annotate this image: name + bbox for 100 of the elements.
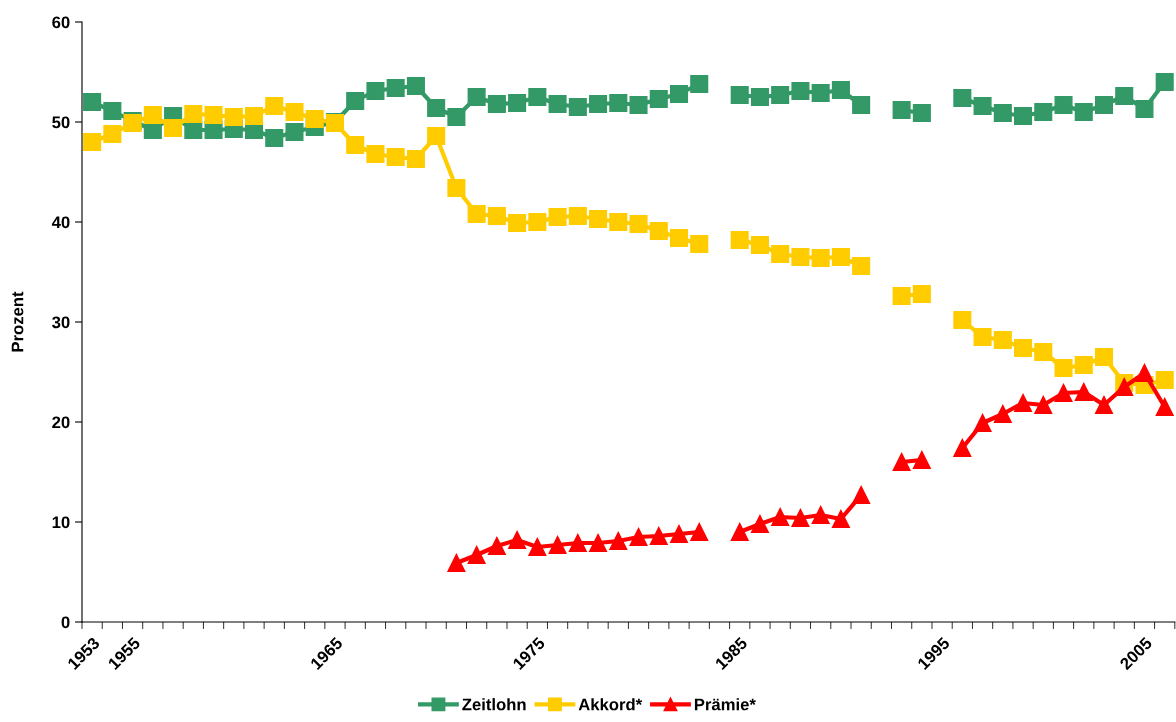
legend-label: Prämie*: [694, 698, 756, 711]
y-tick-label: 30: [52, 316, 70, 329]
point: [305, 109, 324, 129]
point: [771, 85, 790, 105]
point: [1074, 382, 1093, 402]
point: [467, 204, 486, 224]
point: [244, 106, 264, 126]
point: [548, 94, 567, 114]
point: [285, 122, 304, 142]
point: [649, 221, 668, 241]
point: [629, 527, 648, 547]
point: [1135, 99, 1154, 119]
point: [467, 545, 486, 565]
point: [1115, 86, 1134, 106]
point: [649, 89, 668, 109]
point: [771, 507, 790, 527]
point: [589, 533, 608, 553]
point: [1155, 397, 1174, 417]
point: [103, 124, 122, 144]
point: [427, 126, 446, 146]
point: [1054, 383, 1073, 403]
point: [265, 96, 284, 116]
point: [467, 87, 486, 107]
point: [1115, 377, 1134, 397]
point: [1074, 355, 1093, 375]
point: [528, 537, 547, 557]
point: [1014, 106, 1033, 126]
y-tick-label: 50: [52, 116, 70, 129]
point: [649, 526, 668, 546]
point: [568, 533, 587, 553]
point: [852, 95, 871, 115]
point: [487, 94, 506, 114]
point: [892, 100, 911, 120]
point: [1094, 95, 1114, 115]
point: [1094, 395, 1114, 415]
point: [912, 284, 931, 304]
point: [447, 553, 466, 573]
point: [406, 149, 425, 169]
point: [669, 228, 689, 248]
point: [285, 102, 304, 122]
point: [487, 536, 506, 556]
point: [811, 248, 830, 268]
point: [224, 107, 243, 127]
point: [1155, 72, 1174, 92]
point: [589, 94, 608, 114]
point: [548, 535, 567, 555]
point: [1155, 370, 1174, 390]
point: [1135, 363, 1154, 383]
legend-label: Akkord*: [578, 698, 643, 711]
point: [366, 144, 385, 164]
point: [690, 234, 709, 254]
point: [811, 505, 830, 525]
point: [83, 132, 102, 152]
point: [730, 230, 749, 250]
point: [953, 438, 972, 458]
point: [143, 105, 162, 125]
point: [346, 91, 365, 111]
point: [548, 207, 567, 227]
point: [1014, 338, 1033, 358]
point: [973, 96, 992, 116]
point: [912, 450, 931, 470]
point: [103, 101, 122, 121]
point: [508, 530, 527, 550]
point: [406, 76, 425, 96]
point: [386, 147, 405, 167]
legend-label: Zeitlohn: [462, 698, 526, 711]
point: [852, 256, 871, 276]
point: [1094, 347, 1114, 367]
point: [366, 81, 385, 101]
y-tick-label: 40: [51, 216, 70, 229]
point: [609, 212, 628, 232]
y-tick-label: 0: [61, 616, 70, 629]
point: [487, 206, 506, 226]
point: [346, 135, 365, 155]
y-tick-label: 10: [52, 516, 70, 529]
point: [386, 78, 405, 98]
point: [265, 128, 284, 148]
point: [447, 178, 466, 198]
point: [568, 206, 587, 226]
point: [771, 244, 790, 264]
point: [811, 83, 830, 103]
point: [831, 247, 850, 267]
point: [669, 84, 689, 104]
point: [427, 98, 446, 118]
point: [750, 235, 769, 255]
point: [892, 452, 911, 472]
point: [1014, 393, 1033, 413]
point: [609, 531, 628, 551]
point: [528, 212, 547, 232]
point: [730, 85, 749, 105]
point: [892, 286, 911, 306]
point: [690, 522, 709, 542]
point: [750, 514, 769, 534]
point: [993, 330, 1012, 350]
point: [973, 413, 992, 433]
point: [629, 95, 648, 115]
point: [953, 310, 972, 330]
point: [204, 105, 223, 125]
point: [164, 118, 183, 138]
point: [1074, 102, 1093, 122]
